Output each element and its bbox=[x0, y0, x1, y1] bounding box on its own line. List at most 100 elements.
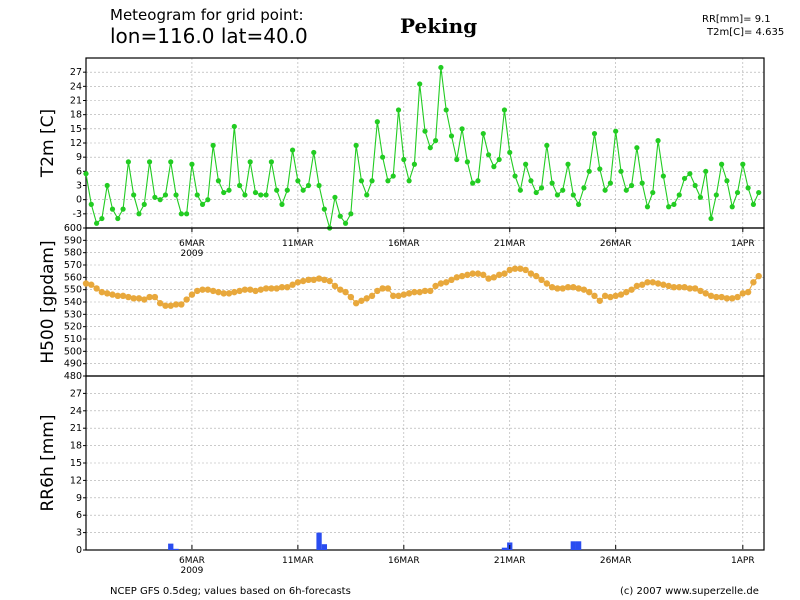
t2m-data-point bbox=[719, 161, 725, 167]
y-tick-label: 9 bbox=[76, 152, 82, 163]
t2m-data-point bbox=[258, 192, 264, 198]
t2m-data-point bbox=[289, 147, 296, 153]
t2m-data-point bbox=[570, 192, 576, 198]
t2m-data-point bbox=[215, 178, 222, 184]
h500-data-point bbox=[623, 288, 630, 296]
t2m-data-point bbox=[501, 107, 508, 113]
h500-data-point bbox=[734, 293, 741, 301]
y-tick-label: 0 bbox=[76, 545, 82, 556]
date-label: 6MAR bbox=[179, 556, 205, 566]
date-label: 11MAR bbox=[282, 556, 314, 566]
t2m-data-point bbox=[120, 206, 126, 212]
y-tick-label: 15 bbox=[70, 124, 82, 135]
t2m-data-point bbox=[639, 180, 645, 186]
t2m-data-point bbox=[485, 152, 492, 158]
t2m-data-point bbox=[358, 178, 365, 184]
y-tick-label: 490 bbox=[64, 359, 82, 370]
t2m-data-point bbox=[141, 201, 147, 207]
rr-total-label: RR[mm]= 9.1 bbox=[702, 14, 771, 25]
t2m-data-point bbox=[83, 171, 89, 177]
h500-data-point bbox=[331, 282, 339, 290]
t2m-data-point bbox=[586, 168, 592, 174]
h500-data-point bbox=[638, 281, 646, 288]
h500-data-point bbox=[178, 301, 185, 308]
h500-data-point bbox=[437, 280, 445, 287]
h500-data-point bbox=[220, 290, 227, 297]
year-label: 2009 bbox=[180, 249, 203, 259]
h500-data-point bbox=[109, 291, 116, 298]
t2m-data-point bbox=[263, 192, 269, 198]
h500-data-point bbox=[209, 287, 217, 295]
t2m-data-point bbox=[300, 187, 306, 193]
h500-data-point bbox=[458, 272, 466, 280]
h500-data-point bbox=[125, 293, 132, 301]
t2m-data-point bbox=[549, 180, 555, 186]
t2m-data-point bbox=[464, 159, 470, 165]
t2m-data-point bbox=[337, 213, 343, 219]
h500-data-point bbox=[628, 286, 635, 293]
t2m-data-point bbox=[369, 178, 375, 184]
h500-data-point bbox=[575, 285, 582, 292]
h500-data-point bbox=[533, 272, 540, 280]
t2m-data-point bbox=[745, 185, 751, 191]
t2m-data-point bbox=[252, 189, 259, 196]
t2m-data-point bbox=[692, 182, 698, 189]
t2m-data-point bbox=[88, 201, 94, 207]
y-tick-label: 590 bbox=[64, 235, 82, 246]
h500-data-point bbox=[146, 293, 153, 301]
t2m-data-point bbox=[131, 192, 137, 198]
y-tick-label: 560 bbox=[64, 272, 82, 283]
h500-data-point bbox=[167, 302, 174, 309]
h500-data-point bbox=[103, 290, 111, 297]
h500-data-point bbox=[172, 301, 180, 308]
y-tick-label: 510 bbox=[64, 334, 82, 345]
t2m-data-point bbox=[237, 182, 243, 189]
h500-data-point bbox=[559, 285, 566, 292]
h500-data-point bbox=[257, 286, 264, 293]
h500-data-point bbox=[464, 271, 471, 279]
t2m-data-point bbox=[374, 119, 380, 125]
h500-data-point bbox=[554, 285, 561, 292]
h500-data-point bbox=[570, 284, 577, 291]
h500-data-point bbox=[299, 277, 307, 285]
h500-data-point bbox=[660, 281, 667, 288]
h500-data-point bbox=[633, 282, 641, 290]
t2m-data-point bbox=[756, 189, 762, 196]
h500-data-point bbox=[294, 279, 302, 286]
panel-frame bbox=[85, 375, 765, 551]
t2m-data-point bbox=[634, 145, 640, 151]
footer-source: NCEP GFS 0.5deg; values based on 6h-fore… bbox=[110, 586, 351, 597]
h500-data-point bbox=[586, 288, 593, 296]
h500-data-point bbox=[135, 295, 143, 302]
t2m-data-point bbox=[99, 215, 105, 222]
t2m-data-point bbox=[581, 185, 587, 191]
y-axis-label: RR6h [mm] bbox=[38, 414, 58, 511]
y-tick-label: 520 bbox=[64, 322, 82, 333]
t2m-data-point bbox=[205, 197, 211, 203]
t2m-data-point bbox=[184, 211, 190, 217]
y-tick-label: 3 bbox=[76, 528, 82, 539]
t2m-data-point bbox=[496, 156, 502, 163]
h500-data-point bbox=[183, 296, 190, 303]
h500-data-point bbox=[670, 284, 678, 291]
y-tick-label: 580 bbox=[64, 248, 82, 259]
t2m-data-point bbox=[231, 123, 237, 130]
h500-data-point bbox=[665, 282, 672, 290]
t2m-data-point bbox=[591, 130, 598, 137]
h500-data-point bbox=[247, 286, 254, 293]
y-axis-label: T2m [C] bbox=[38, 109, 58, 178]
t2m-data-point bbox=[364, 192, 370, 198]
h500-data-point bbox=[252, 287, 259, 295]
t2m-data-point bbox=[697, 194, 704, 200]
y-tick-label: 15 bbox=[70, 458, 82, 469]
t2m-data-point bbox=[475, 178, 481, 184]
y-tick-label: 500 bbox=[64, 346, 82, 357]
t2m-data-point bbox=[268, 159, 274, 165]
date-label: 1APR bbox=[731, 239, 755, 249]
h500-data-point bbox=[241, 286, 249, 293]
t2m-data-point bbox=[623, 187, 629, 193]
t2m-data-point bbox=[279, 201, 285, 207]
date-label: 16MAR bbox=[388, 239, 420, 249]
